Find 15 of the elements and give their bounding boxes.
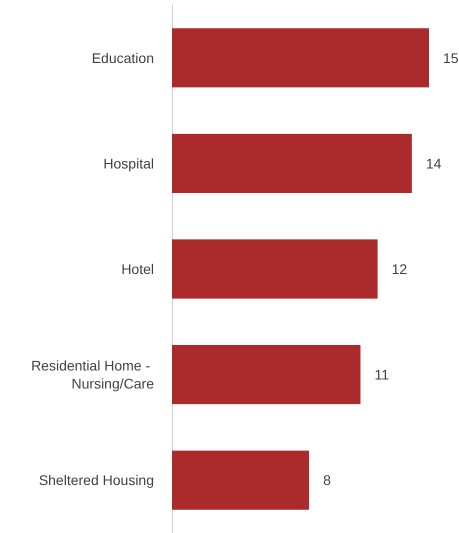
bar bbox=[172, 345, 360, 404]
y-tick-label: Education bbox=[92, 50, 154, 66]
data-label: 15 bbox=[443, 50, 459, 66]
bar bbox=[172, 450, 310, 510]
y-tick-label: Hotel bbox=[121, 261, 154, 277]
bar bbox=[172, 28, 429, 88]
data-label: 8 bbox=[323, 472, 332, 488]
data-label: 11 bbox=[374, 366, 390, 383]
y-tick-label: Hospital bbox=[103, 155, 154, 172]
data-label: 14 bbox=[426, 155, 442, 172]
bar bbox=[172, 239, 378, 299]
bar bbox=[172, 134, 412, 193]
data-label: 12 bbox=[392, 261, 408, 277]
y-tick-label: Sheltered Housing bbox=[38, 472, 154, 488]
y-tick-label: Residential Home - Nursing/Care bbox=[31, 358, 154, 392]
